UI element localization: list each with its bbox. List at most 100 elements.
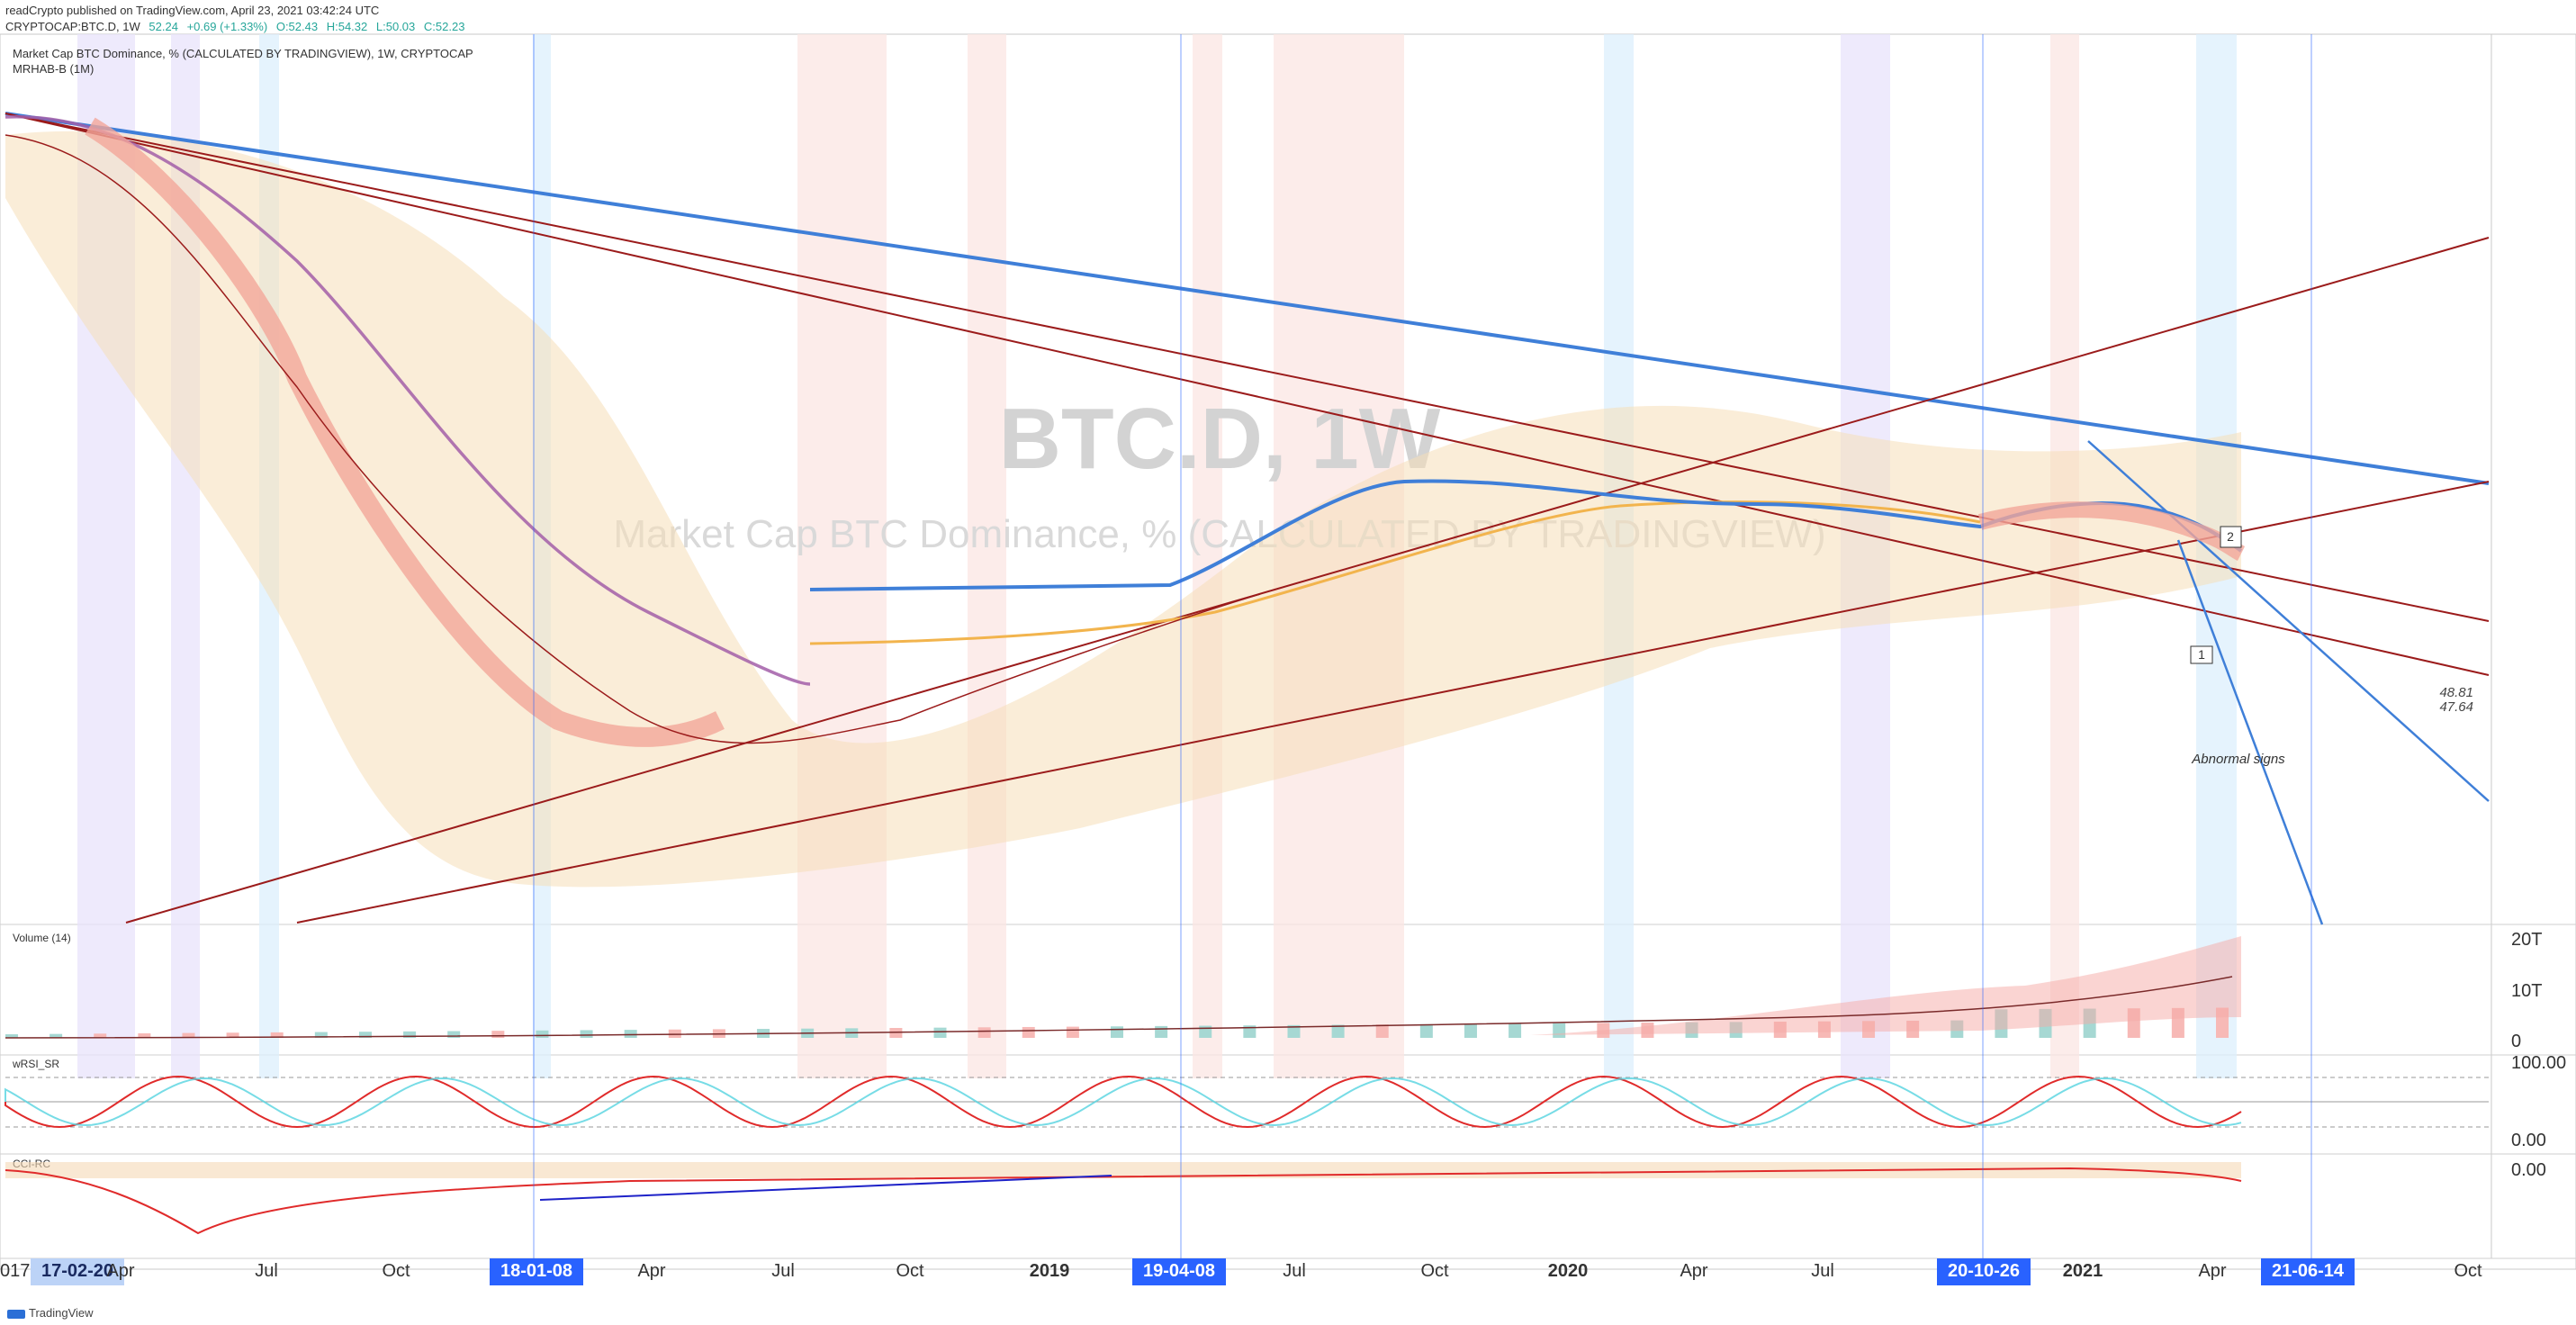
ma-purple-line xyxy=(5,115,811,686)
trend-line xyxy=(2176,539,2324,925)
volume-tick: 0 xyxy=(2511,1032,2521,1051)
cci-trend-line xyxy=(539,1175,1112,1201)
volume-bar xyxy=(270,1032,284,1038)
ribbon-cloud xyxy=(5,131,2241,888)
volume-bar xyxy=(314,1032,328,1038)
x-tick-label: 18-01-08 xyxy=(500,1261,572,1281)
volume-bar xyxy=(1155,1025,1168,1038)
trend-line xyxy=(5,113,2490,676)
x-tick-label: Apr xyxy=(106,1261,134,1281)
volume-bar xyxy=(226,1032,239,1038)
symbol-label[interactable]: CRYPTOCAP:BTC.D, 1W xyxy=(5,20,140,33)
volume-bar xyxy=(1509,1023,1522,1038)
close-value: C:52.23 xyxy=(423,20,465,33)
high-value: H:54.32 xyxy=(326,20,368,33)
x-tick-label: Apr xyxy=(2198,1261,2226,1281)
indicator-legend: MRHAB-B (1M) xyxy=(13,62,94,76)
x-tick-label: Jul xyxy=(1811,1261,1834,1281)
volume-bar xyxy=(977,1027,991,1038)
watermark-symbol: BTC.D, 1W xyxy=(999,391,1441,487)
rsi-line xyxy=(5,1075,2242,1129)
volume-bar xyxy=(933,1027,947,1038)
stepped-red-line xyxy=(5,134,1261,744)
highlight-band xyxy=(968,34,1006,1078)
volume-bar xyxy=(1243,1025,1256,1038)
x-tick-label: Oct xyxy=(382,1261,410,1281)
volume-bar xyxy=(1331,1024,1345,1038)
volume-bar xyxy=(94,1033,107,1038)
marker-1-label: 1 xyxy=(2198,647,2205,662)
x-tick-label: Jul xyxy=(771,1261,795,1281)
ribbon-red xyxy=(85,117,725,747)
ma-blue-line xyxy=(809,479,2243,591)
x-tick-label: Oct xyxy=(1420,1261,1449,1281)
cci-band xyxy=(5,1162,2241,1178)
trend-line xyxy=(2087,440,2490,802)
volume-bar xyxy=(1022,1026,1035,1038)
volume-bar xyxy=(1464,1023,1477,1038)
volume-bar xyxy=(1111,1026,1123,1038)
volume-tick: 20T xyxy=(2511,930,2542,950)
chart-legend-title: Market Cap BTC Dominance, % (CALCULATED … xyxy=(13,47,473,60)
trend-line xyxy=(125,237,2490,924)
volume-cloud xyxy=(1530,936,2241,1035)
volume-bar xyxy=(182,1032,195,1038)
last-price: 52.24 xyxy=(149,20,178,33)
ma-orange-line xyxy=(809,500,1981,645)
brand-label: TradingView xyxy=(29,1306,94,1320)
x-date-label-box xyxy=(1132,1258,1226,1285)
trend-line xyxy=(296,481,2490,924)
x-date-label-box xyxy=(490,1258,583,1285)
marker-2-label: 2 xyxy=(2227,529,2234,544)
volume-bar xyxy=(536,1030,549,1038)
marker-1-box xyxy=(2190,645,2213,664)
rsi-tick: 0.00 xyxy=(2511,1131,2546,1150)
x-tick-label: 17-02-20 xyxy=(41,1261,113,1281)
publisher-line: readCrypto published on TradingView.com,… xyxy=(5,4,380,17)
x-tick-label: 2021 xyxy=(2063,1261,2103,1281)
x-tick-label: 2020 xyxy=(1548,1261,1589,1281)
trend-line xyxy=(5,113,2490,622)
volume-pane-label: Volume (14) xyxy=(13,932,71,944)
volume-bar xyxy=(491,1031,505,1038)
volume-bar xyxy=(1287,1024,1301,1038)
x-tick-label: 21-06-14 xyxy=(2272,1261,2345,1281)
volume-bar xyxy=(358,1032,372,1038)
highlight-band xyxy=(797,34,887,1078)
price-change: +0.69 (+1.33%) xyxy=(186,20,268,33)
x-tick-label: Jul xyxy=(255,1261,278,1281)
x-tick-label: 19-04-08 xyxy=(1143,1261,1215,1281)
volume-bar xyxy=(50,1033,63,1038)
volume-ma-line xyxy=(5,976,2233,1039)
volume-bar xyxy=(889,1028,903,1038)
tradingview-footer[interactable]: TradingView xyxy=(7,1306,94,1320)
x-tick-label: Oct xyxy=(896,1261,924,1281)
marker-2-box xyxy=(2220,526,2242,548)
volume-bar xyxy=(1375,1024,1389,1038)
x-tick-label: Jul xyxy=(1283,1261,1306,1281)
ohlc-line: CRYPTOCAP:BTC.D, 1W 52.24 +0.69 (+1.33%)… xyxy=(5,20,470,33)
volume-bar xyxy=(447,1031,461,1038)
volume-bar xyxy=(138,1032,151,1038)
volume-bar xyxy=(580,1030,593,1038)
x-tick-label: 2019 xyxy=(1030,1261,1070,1281)
trend-line xyxy=(5,112,2490,485)
fib-label-b: 47.64 xyxy=(2439,699,2473,715)
cci-tick: 0.00 xyxy=(2511,1160,2546,1180)
highlight-band xyxy=(1193,34,1222,1078)
low-value: L:50.03 xyxy=(375,20,416,33)
x-tick-label: Apr xyxy=(637,1261,665,1281)
open-value: O:52.43 xyxy=(275,20,319,33)
volume-bar xyxy=(5,1034,18,1038)
rsi-tick: 100.00 xyxy=(2511,1053,2566,1073)
x-tick-edge-label: 017 xyxy=(0,1261,30,1281)
rsi-signal-line xyxy=(5,1077,2242,1127)
x-date-label-box xyxy=(2261,1258,2355,1285)
x-tick-label: Oct xyxy=(2454,1261,2482,1281)
tradingview-logo-icon xyxy=(7,1309,25,1319)
volume-tick: 10T xyxy=(2511,981,2542,1001)
volume-bar xyxy=(1419,1023,1433,1038)
x-date-label-box xyxy=(31,1258,124,1285)
rsi-pane-label: wRSI_SR xyxy=(12,1058,59,1070)
